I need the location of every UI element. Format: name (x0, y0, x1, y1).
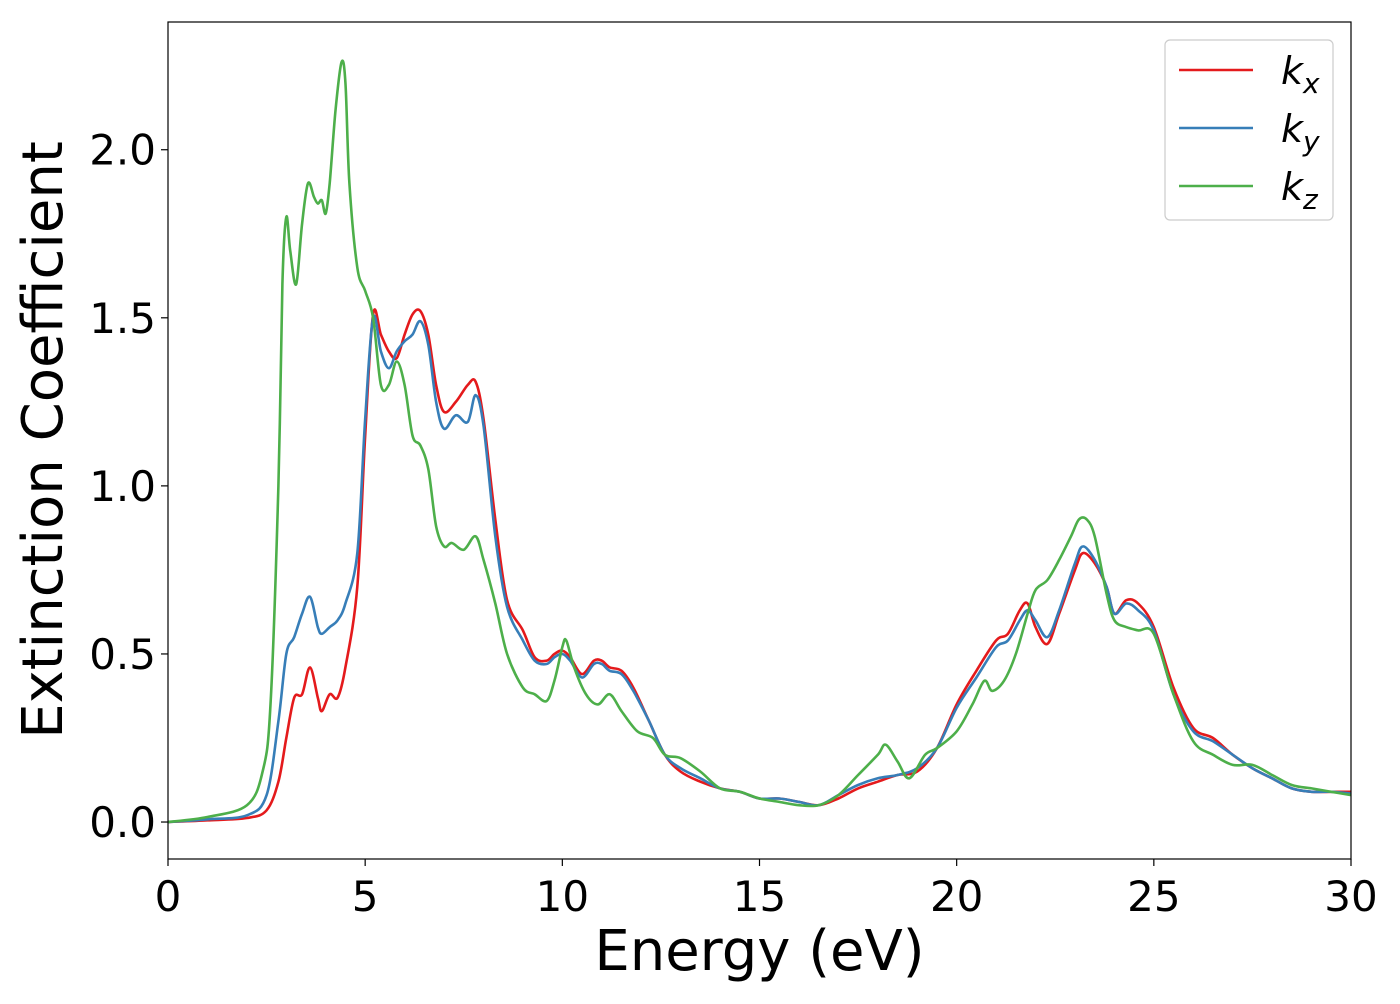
legend-label-x: kx (1281, 49, 1320, 100)
x-tick-label: 20 (930, 872, 983, 921)
y-tick-label: 2.0 (89, 126, 156, 175)
y-axis-ticks: 0.0 0.5 1.0 1.5 2.0 (89, 126, 168, 847)
x-tick-label: 10 (536, 872, 589, 921)
series-line-z (167, 59, 1352, 824)
x-tick-label: 5 (352, 872, 379, 921)
y-tick-label: 1.0 (89, 462, 156, 511)
x-tick-label: 15 (733, 872, 786, 921)
legend-label-base: k (1281, 49, 1305, 93)
x-tick-label: 25 (1127, 872, 1180, 921)
legend-label-y: ky (1281, 107, 1320, 158)
y-tick-label: 1.5 (89, 294, 156, 343)
legend-label-base: k (1281, 107, 1305, 151)
legend-label-subscript: x (1302, 67, 1320, 100)
y-tick-label: 0.5 (89, 630, 156, 679)
x-axis-ticks: 0 5 10 15 20 25 30 (155, 859, 1378, 921)
legend-label-base: k (1281, 165, 1305, 209)
x-tick-label: 30 (1324, 872, 1377, 921)
series-layer (167, 59, 1352, 824)
x-axis-label: Energy (eV) (594, 919, 924, 984)
legend-label-subscript: y (1302, 125, 1320, 158)
y-tick-label: 0.0 (89, 798, 156, 847)
x-tick-label: 0 (155, 872, 182, 921)
legend-label-subscript: z (1302, 183, 1319, 216)
legend-label-z: kz (1281, 165, 1319, 216)
legend-box (1164, 39, 1334, 221)
y-axis-label: Extinction Coefficient (11, 141, 76, 739)
